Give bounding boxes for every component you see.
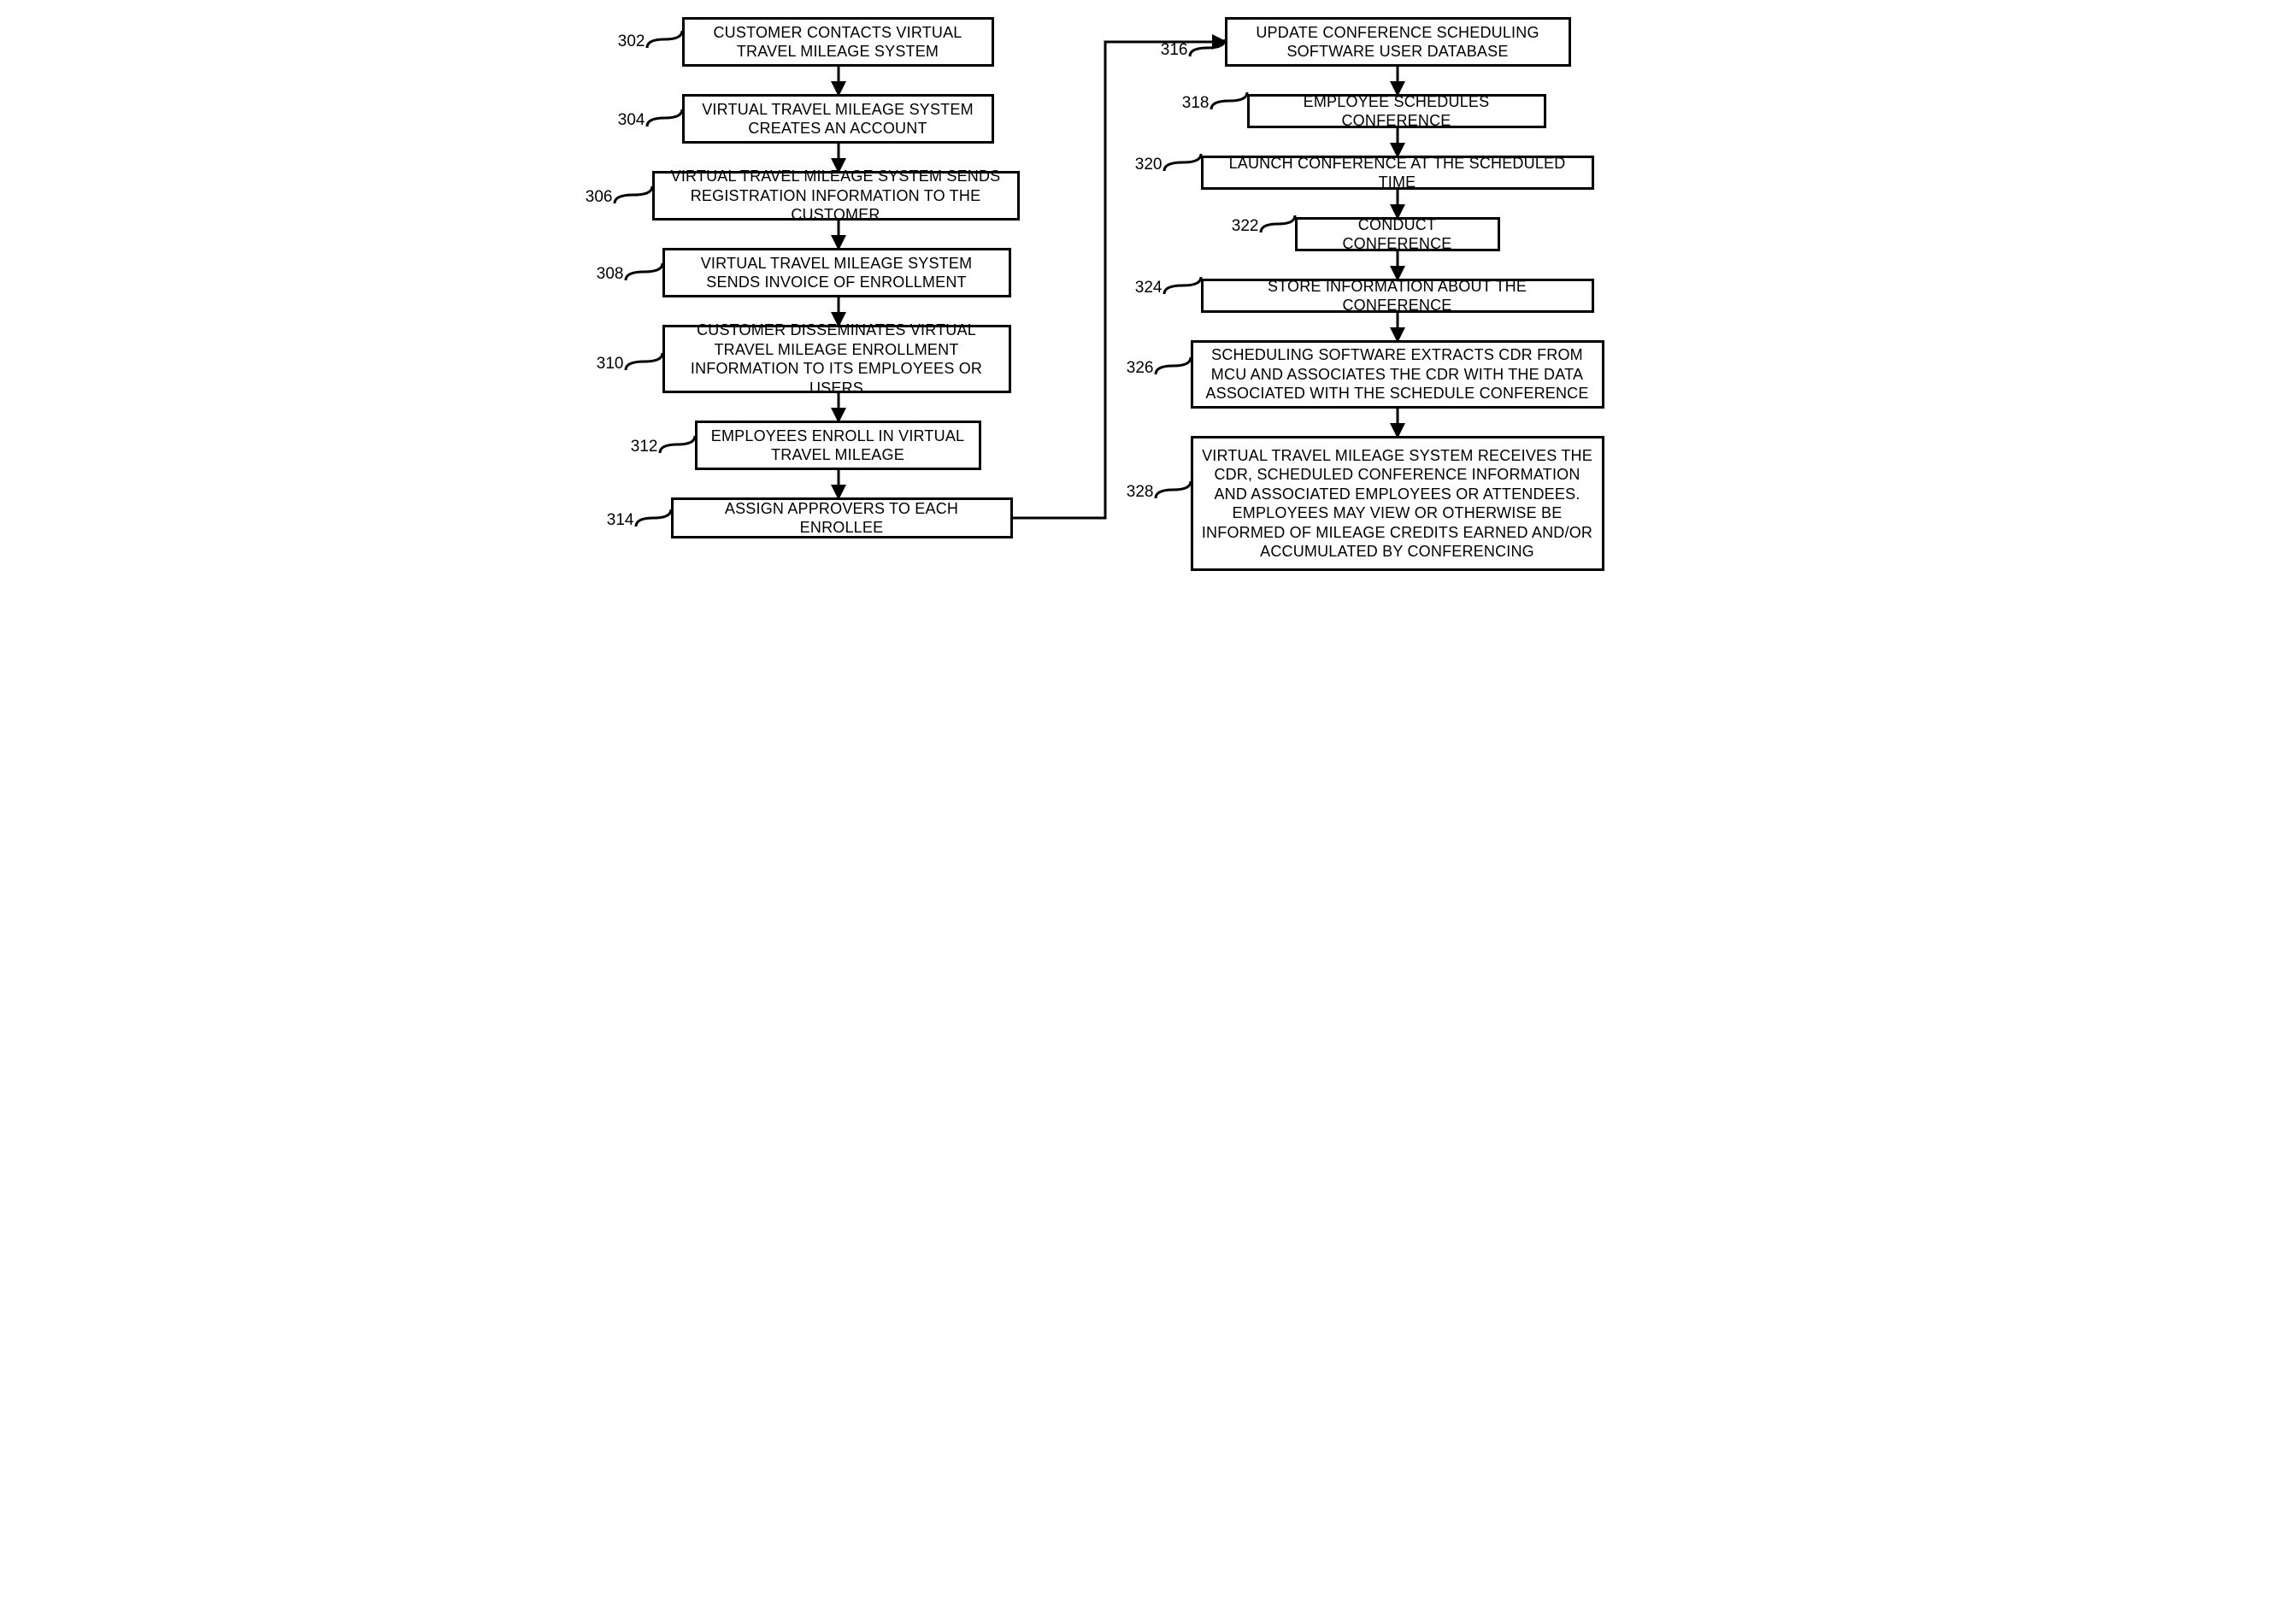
node-text: EMPLOYEE SCHEDULES CONFERENCE — [1258, 92, 1535, 131]
node-text: VIRTUAL TRAVEL MILEAGE SYSTEM CREATES AN… — [693, 100, 983, 138]
node-label-322: 322 — [1223, 217, 1259, 236]
node-text: VIRTUAL TRAVEL MILEAGE SYSTEM SENDS REGI… — [663, 167, 1009, 225]
flowchart-node-310: CUSTOMER DISSEMINATES VIRTUAL TRAVEL MIL… — [662, 325, 1011, 393]
node-text: VIRTUAL TRAVEL MILEAGE SYSTEM SENDS INVO… — [674, 254, 1000, 292]
flowchart-node-312: EMPLOYEES ENROLL IN VIRTUAL TRAVEL MILEA… — [695, 421, 981, 470]
flowchart-node-304: VIRTUAL TRAVEL MILEAGE SYSTEM CREATES AN… — [682, 94, 994, 144]
node-text: CUSTOMER DISSEMINATES VIRTUAL TRAVEL MIL… — [674, 321, 1000, 397]
node-text: LAUNCH CONFERENCE AT THE SCHEDULED TIME — [1212, 154, 1583, 192]
flowchart-node-306: VIRTUAL TRAVEL MILEAGE SYSTEM SENDS REGI… — [652, 171, 1020, 221]
flowchart-node-314: ASSIGN APPROVERS TO EACH ENROLLEE — [671, 497, 1013, 538]
flowchart-node-316: UPDATE CONFERENCE SCHEDULING SOFTWARE US… — [1225, 17, 1571, 67]
flowchart-node-324: STORE INFORMATION ABOUT THE CONFERENCE — [1201, 279, 1594, 313]
node-text: VIRTUAL TRAVEL MILEAGE SYSTEM RECEIVES T… — [1202, 446, 1593, 562]
node-text: CUSTOMER CONTACTS VIRTUAL TRAVEL MILEAGE… — [693, 23, 983, 62]
flowchart-node-318: EMPLOYEE SCHEDULES CONFERENCE — [1247, 94, 1546, 128]
node-label-320: 320 — [1127, 156, 1163, 174]
node-text: ASSIGN APPROVERS TO EACH ENROLLEE — [682, 499, 1002, 538]
node-label-324: 324 — [1127, 279, 1163, 297]
node-label-316: 316 — [1152, 41, 1188, 60]
flowchart-node-302: CUSTOMER CONTACTS VIRTUAL TRAVEL MILEAGE… — [682, 17, 994, 67]
node-label-328: 328 — [1118, 483, 1154, 502]
flowchart-node-322: CONDUCT CONFERENCE — [1295, 217, 1500, 251]
node-label-302: 302 — [609, 32, 645, 51]
node-text: EMPLOYEES ENROLL IN VIRTUAL TRAVEL MILEA… — [706, 427, 970, 465]
flowchart-node-326: SCHEDULING SOFTWARE EXTRACTS CDR FROM MC… — [1191, 340, 1604, 409]
node-label-304: 304 — [609, 111, 645, 130]
node-label-314: 314 — [598, 511, 634, 530]
node-text: CONDUCT CONFERENCE — [1306, 215, 1489, 254]
node-label-306: 306 — [577, 188, 613, 207]
node-label-310: 310 — [588, 355, 624, 374]
flowchart-node-308: VIRTUAL TRAVEL MILEAGE SYSTEM SENDS INVO… — [662, 248, 1011, 297]
node-text: SCHEDULING SOFTWARE EXTRACTS CDR FROM MC… — [1202, 345, 1593, 403]
node-label-318: 318 — [1174, 94, 1210, 113]
flowchart-node-328: VIRTUAL TRAVEL MILEAGE SYSTEM RECEIVES T… — [1191, 436, 1604, 571]
node-label-312: 312 — [622, 438, 658, 456]
node-label-308: 308 — [588, 265, 624, 284]
node-label-326: 326 — [1118, 359, 1154, 378]
node-text: STORE INFORMATION ABOUT THE CONFERENCE — [1212, 277, 1583, 315]
flowchart-node-320: LAUNCH CONFERENCE AT THE SCHEDULED TIME — [1201, 156, 1594, 190]
node-text: UPDATE CONFERENCE SCHEDULING SOFTWARE US… — [1236, 23, 1560, 62]
